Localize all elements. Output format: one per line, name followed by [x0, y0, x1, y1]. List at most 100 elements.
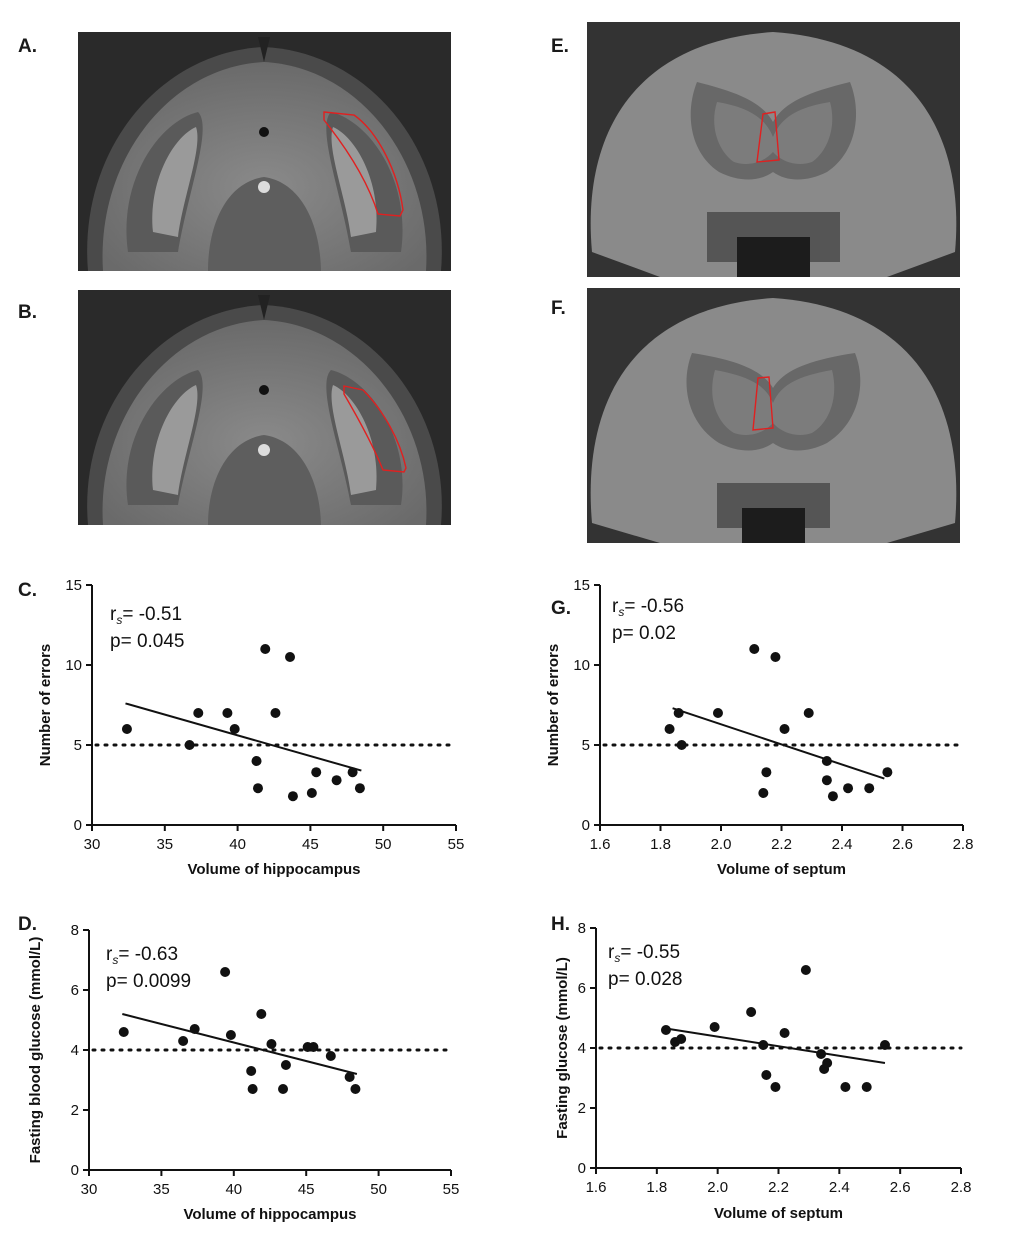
- chart-d-y-tick-label: 2: [71, 1102, 79, 1119]
- chart-c-data-point: [347, 767, 358, 778]
- chart-g-data-point: [827, 791, 838, 802]
- chart-c-data-point: [229, 724, 240, 734]
- chart-g-stat-r: rs= -0.56: [612, 596, 684, 619]
- panel-label-d: D.: [18, 914, 37, 935]
- chart-c-x-tick-label: 35: [156, 836, 173, 853]
- chart-h-x-tick-label: 2.2: [768, 1179, 789, 1196]
- chart-c-data-point: [260, 644, 271, 654]
- chart-h-data-point: [709, 1022, 720, 1032]
- chart-h-x-tick-label: 1.6: [586, 1179, 607, 1196]
- chart-c-y-tick-label: 15: [65, 577, 82, 594]
- chart-g-data-point: [676, 740, 687, 750]
- chart-c-data-point: [331, 775, 342, 786]
- chart-g-data-point: [673, 708, 684, 718]
- chart-h-y-tick-label: 2: [578, 1100, 586, 1117]
- chart-d-data-point: [344, 1072, 355, 1082]
- panel-label-a: A.: [18, 36, 37, 57]
- chart-c-stat-r: rs= -0.51: [110, 604, 182, 627]
- chart-d-x-axis-label: Volume of hippocampus: [183, 1206, 356, 1223]
- chart-c-data-point: [285, 652, 296, 662]
- chart-g-data-point: [758, 788, 769, 798]
- chart-c-data-point: [222, 708, 233, 718]
- chart-c-data-point: [311, 767, 322, 778]
- chart-g-y-axis-label: Number of errors: [545, 644, 562, 767]
- chart-h-y-tick-label: 4: [578, 1040, 586, 1057]
- chart-g-stat-p: p= 0.02: [612, 623, 676, 644]
- chart-d-data-point: [225, 1030, 236, 1040]
- chart-h-x-tick-label: 2.6: [890, 1179, 911, 1196]
- chart-h-stat-r: rs= -0.55: [608, 942, 680, 965]
- chart-d-x-tick-label: 30: [81, 1181, 98, 1198]
- chart-d-data-point: [247, 1084, 258, 1094]
- chart-h-fit-line: [665, 1027, 886, 1064]
- chart-g-data-point: [761, 767, 772, 778]
- chart-c-stat-p: p= 0.045: [110, 631, 185, 652]
- panel-label-f: F.: [551, 298, 566, 319]
- chart-d-x-tick-label: 40: [225, 1181, 242, 1198]
- chart-g-fit-line: [672, 707, 885, 780]
- chart-d-data-point: [256, 1009, 267, 1019]
- chart-h-data-point: [779, 1028, 790, 1038]
- chart-d-data-point: [302, 1042, 313, 1052]
- chart-g-x-tick-label: 2.0: [711, 836, 732, 853]
- chart-c-x-tick-label: 50: [375, 836, 392, 853]
- mri-image-a: [78, 32, 451, 271]
- chart-c-fit-line: [125, 702, 362, 772]
- chart-c-y-tick-label: 5: [74, 737, 82, 754]
- chart-d-data-point: [189, 1024, 200, 1034]
- chart-g-data-point: [821, 756, 832, 766]
- chart-d-stat-r: rs= -0.63: [106, 944, 178, 967]
- chart-h-data-point: [660, 1025, 671, 1035]
- chart-g-data-point: [749, 644, 760, 654]
- chart-c-y-axis-label: Number of errors: [37, 644, 54, 767]
- chart-h-y-tick-label: 6: [578, 980, 586, 997]
- chart-h-data-point: [770, 1082, 781, 1092]
- chart-g-x-tick-label: 2.4: [832, 836, 853, 853]
- chart-g-data-point: [821, 775, 832, 786]
- chart-g-y-tick-label: 15: [573, 577, 590, 594]
- chart-g-y-tick-label: 10: [573, 657, 590, 674]
- panel-label-g: G.: [551, 598, 572, 619]
- chart-g-data-point: [882, 767, 893, 778]
- chart-d-x-tick-label: 50: [370, 1181, 387, 1198]
- chart-g-y-tick-label: 0: [582, 817, 590, 834]
- chart-d-data-point: [220, 967, 231, 977]
- chart-c-data-point: [287, 791, 298, 802]
- panel-label-e: E.: [551, 36, 569, 57]
- chart-d-stat-p: p= 0.0099: [106, 971, 191, 992]
- chart-c-x-tick-label: 30: [84, 836, 101, 853]
- chart-d-data-point: [280, 1060, 291, 1070]
- chart-d-y-tick-label: 4: [71, 1042, 79, 1059]
- chart-c-data-point: [193, 708, 204, 718]
- panel-label-h: H.: [551, 914, 570, 935]
- chart-c-data-point: [184, 740, 195, 750]
- chart-h-data-point: [822, 1058, 833, 1068]
- chart-g-x-tick-label: 2.8: [953, 836, 974, 853]
- chart-g-x-tick-label: 1.6: [590, 836, 611, 853]
- chart-c-y-tick-label: 10: [65, 657, 82, 674]
- chart-h-data-point: [800, 965, 811, 975]
- roi-outline: [323, 111, 404, 217]
- chart-c-x-tick-label: 55: [448, 836, 465, 853]
- chart-g-data-point: [664, 724, 675, 734]
- chart-d-y-axis-label: Fasting blood glucose (mmol/L): [27, 937, 44, 1164]
- chart-h-data-point: [670, 1037, 681, 1047]
- roi-outline: [756, 111, 780, 163]
- chart-c-x-axis-label: Volume of hippocampus: [187, 861, 360, 878]
- chart-d-data-point: [308, 1042, 319, 1052]
- chart-h-data-point: [840, 1082, 851, 1092]
- chart-d-y-tick-label: 8: [71, 922, 79, 939]
- chart-d-x-tick-label: 35: [153, 1181, 170, 1198]
- chart-d-y-tick-label: 0: [71, 1162, 79, 1179]
- chart-h-data-point: [758, 1040, 769, 1050]
- chart-g-data-point: [803, 708, 814, 718]
- chart-h-data-point: [879, 1040, 890, 1050]
- chart-d-fit-line: [122, 1013, 358, 1075]
- chart-g-x-tick-label: 2.2: [771, 836, 792, 853]
- chart-d-data-point: [350, 1084, 361, 1094]
- mri-image-b: [78, 290, 451, 525]
- chart-c-data-point: [251, 756, 262, 766]
- chart-d-data-point: [278, 1084, 289, 1094]
- chart-c-y-tick-label: 0: [74, 817, 82, 834]
- chart-h-data-point: [761, 1070, 772, 1080]
